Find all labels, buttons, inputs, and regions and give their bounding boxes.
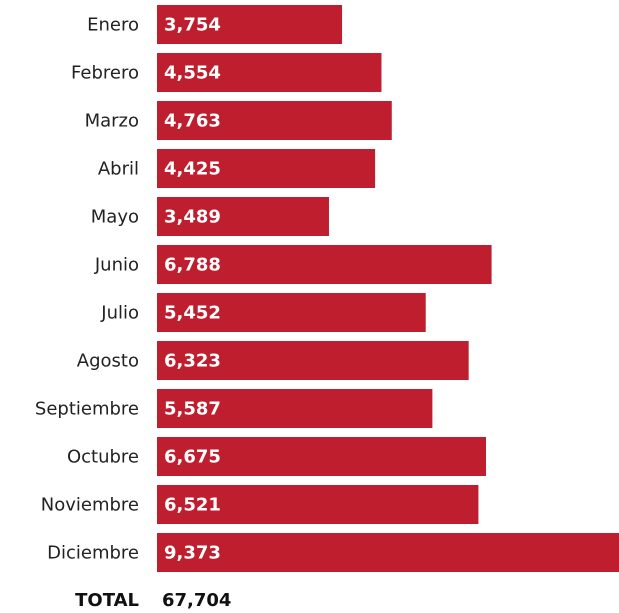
- bar: [157, 5, 343, 44]
- category-label: Mayo: [91, 207, 139, 228]
- bar: [157, 149, 376, 188]
- value-label: 9,373: [164, 543, 221, 564]
- bar: [157, 245, 492, 284]
- value-label: 3,754: [164, 15, 221, 36]
- value-label: 4,554: [164, 63, 221, 84]
- value-label: 6,521: [164, 495, 221, 516]
- bar: [157, 533, 619, 572]
- category-label: Octubre: [67, 447, 139, 468]
- bar: [157, 101, 392, 140]
- bar: [157, 197, 329, 236]
- value-label: 5,587: [164, 399, 221, 420]
- category-label: Enero: [87, 15, 139, 36]
- value-label: 3,489: [164, 207, 221, 228]
- value-label: 4,425: [164, 159, 221, 180]
- category-label: Septiembre: [35, 399, 139, 420]
- bar: [157, 485, 479, 524]
- category-label: Marzo: [85, 111, 139, 132]
- category-label: Agosto: [77, 351, 139, 372]
- bar: [157, 53, 382, 92]
- category-label: Junio: [94, 255, 139, 276]
- value-label: 6,323: [164, 351, 221, 372]
- category-label: Noviembre: [41, 495, 139, 516]
- total-name: TOTAL: [75, 590, 139, 611]
- value-label: 4,763: [164, 111, 221, 132]
- value-label: 6,675: [164, 447, 221, 468]
- value-label: 6,788: [164, 255, 221, 276]
- total-value: 67,704: [162, 590, 231, 611]
- bar: [157, 293, 426, 332]
- bar: [157, 389, 433, 428]
- bar: [157, 437, 487, 476]
- category-label: Abril: [98, 159, 139, 180]
- bar: [157, 341, 469, 380]
- value-label: 5,452: [164, 303, 221, 324]
- category-label: Diciembre: [47, 543, 139, 564]
- category-label: Febrero: [71, 63, 139, 84]
- category-label: Julio: [100, 303, 139, 324]
